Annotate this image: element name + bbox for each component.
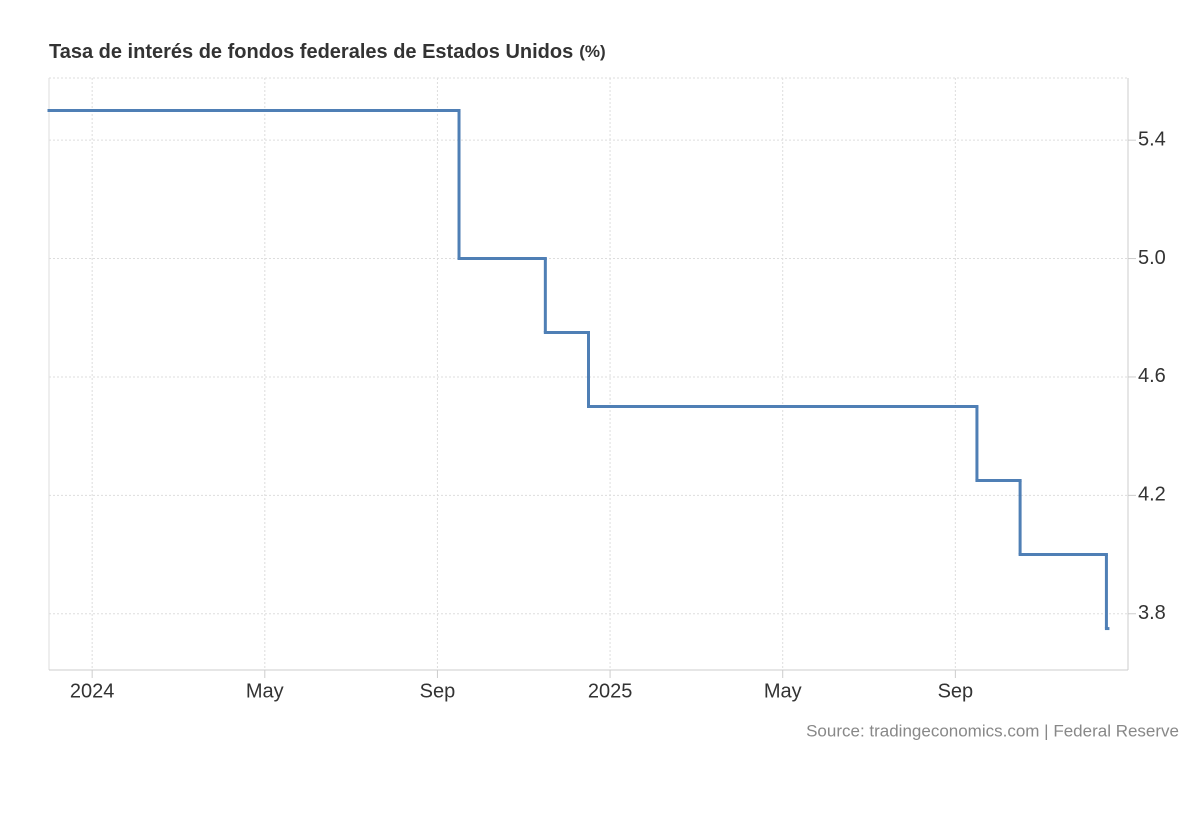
x-tick-label: 2025 <box>588 680 633 702</box>
y-tick-label: 5.4 <box>1138 128 1166 150</box>
x-tick-label: Sep <box>420 680 456 702</box>
y-tick-label: 4.2 <box>1138 484 1166 506</box>
source: Source: tradingeconomics.com | Federal R… <box>806 721 1179 740</box>
x-tick-label: Sep <box>938 680 974 702</box>
x-tick-label: 2024 <box>70 680 115 702</box>
y-tick-label: 3.8 <box>1138 602 1166 624</box>
unit: (%) <box>579 42 605 61</box>
x-tick-label: May <box>764 680 802 702</box>
x-tick-label: May <box>246 680 284 702</box>
title-text: Tasa de interés de fondos federales de E… <box>49 41 573 63</box>
chart-title: Tasa de interés de fondos federales de E… <box>49 41 606 63</box>
y-tick-label: 5.0 <box>1138 247 1166 269</box>
y-tick-label: 4.6 <box>1138 365 1166 387</box>
